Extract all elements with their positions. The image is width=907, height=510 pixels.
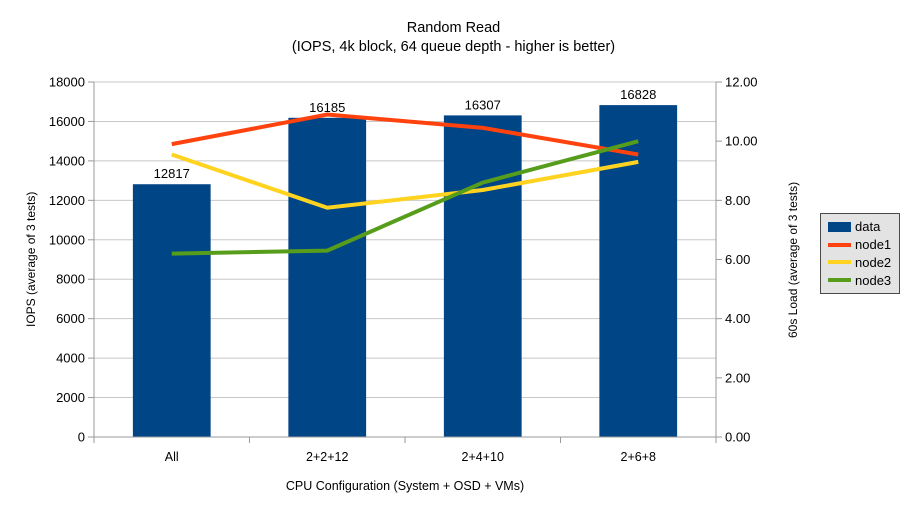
y-left-tick-label: 2000 (56, 390, 85, 405)
y-right-tick-label: 2.00 (725, 370, 750, 385)
bar-2+2+12 (288, 117, 367, 437)
y-right-tick-label: 0.00 (725, 430, 750, 445)
y-left-tick-label: 16000 (49, 114, 85, 129)
legend-label-data: data (855, 219, 881, 235)
legend-swatch-data (828, 221, 851, 232)
y-left-tick-label: 14000 (49, 153, 85, 168)
x-tick-label: 2+4+10 (462, 450, 504, 464)
y-right-tick-label: 10.00 (725, 134, 758, 149)
bar-All (132, 184, 211, 437)
line-node1 (171, 112, 639, 157)
legend-swatch-node2 (828, 260, 851, 265)
legend-label-node3: node3 (855, 272, 892, 288)
legend-item-node1: node1 (828, 238, 897, 251)
y-left-tick-label: 4000 (56, 351, 85, 366)
legend-item-data: data (828, 220, 897, 233)
legend-label-node2: node2 (855, 254, 892, 270)
legend-item-node2: node2 (828, 256, 897, 269)
y-right-tick-label: 8.00 (725, 193, 750, 208)
legend-label-node1: node1 (855, 237, 892, 253)
y-left-tick-label: 0 (78, 430, 85, 445)
bar-label: 16307 (465, 97, 501, 112)
bar-label: 16828 (620, 87, 656, 102)
legend: data node1 node2 node3 (820, 213, 900, 294)
legend-item-node3: node3 (828, 274, 897, 287)
chart-subtitle: (IOPS, 4k block, 64 queue depth - higher… (291, 39, 616, 55)
y-left-tick-label: 10000 (49, 232, 85, 247)
x-tick-label: 2+2+12 (306, 450, 348, 464)
line-node2 (171, 152, 639, 210)
bar-2+4+10 (443, 115, 522, 438)
x-axis-title: CPU Configuration (System + OSD + VMs) (285, 479, 525, 493)
x-tick-label: 2+6+8 (621, 450, 657, 464)
legend-swatch-node1 (828, 242, 851, 247)
y-left-tick-label: 18000 (49, 75, 85, 90)
bar-2+6+8 (599, 105, 678, 437)
y-left-tick-label: 12000 (49, 193, 85, 208)
bar-label: 16185 (309, 100, 345, 115)
line-node3 (171, 139, 639, 256)
x-tick-label: All (165, 450, 179, 464)
y-right-tick-label: 4.00 (725, 311, 750, 326)
y-right-tick-label: 12.00 (725, 75, 758, 90)
legend-swatch-node3 (828, 278, 851, 283)
y-left-tick-label: 8000 (56, 272, 85, 287)
y-right-tick-label: 6.00 (725, 252, 750, 267)
y-left-tick-label: 6000 (56, 311, 85, 326)
bar-label: 12817 (154, 166, 190, 181)
chart-title: Random Read (406, 20, 501, 36)
